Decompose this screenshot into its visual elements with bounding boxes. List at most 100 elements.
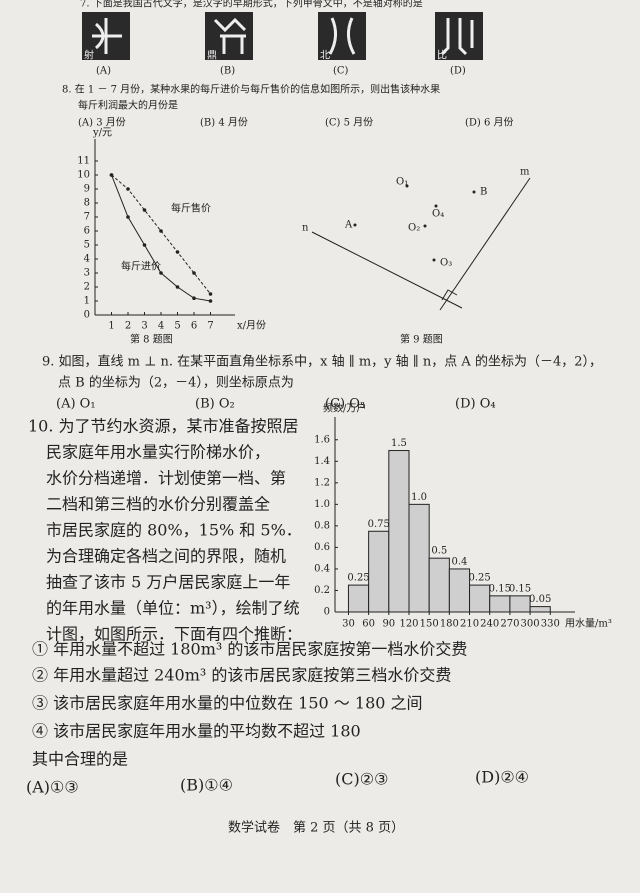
statement: ① 年用水量不超过 180m³ 的该市居民家庭按第一档水价交费	[32, 640, 467, 659]
value-label: 0.75	[368, 519, 390, 530]
y-tick-label: 1.4	[314, 456, 330, 467]
y-tick-label: 9	[84, 184, 90, 195]
point	[208, 299, 213, 303]
y-tick-label: 0.2	[314, 585, 330, 596]
x-tick-label: 5	[174, 321, 180, 332]
point-label: B	[480, 187, 487, 198]
point	[175, 285, 180, 289]
glyph-label: 射	[84, 50, 94, 62]
y-tick-label: 7	[84, 212, 90, 223]
q10-line: 的年用水量（单位：m³），绘制了统	[46, 599, 300, 618]
y-axis-label: y/元	[92, 128, 112, 139]
option: (D) O₄	[455, 397, 496, 412]
statement: ③ 该市居民家庭年用水量的中位数在 150 ～ 180 之间	[32, 694, 423, 713]
option: (D)	[450, 66, 466, 77]
y-axis-label: 频数/万户	[323, 402, 366, 415]
axis	[94, 139, 235, 316]
q9-line: 9. 如图，直线 m ⊥ n. 在某平面直角坐标系中，x 轴 ∥ m，y 轴 ∥…	[42, 354, 602, 370]
y-tick-label: 1.0	[314, 499, 330, 510]
x-tick-label: 270	[500, 619, 519, 630]
series-label: 每斤进价	[121, 260, 161, 273]
x-tick-label: 2	[125, 321, 131, 332]
line-label: m	[520, 167, 530, 178]
y-tick-label: 1.2	[314, 477, 330, 488]
statement: ④ 该市居民家庭年用水量的平均数不超过 180	[32, 722, 361, 741]
point	[142, 208, 147, 212]
x-tick-label: 30	[342, 619, 355, 630]
y-tick-label: 0	[84, 310, 90, 321]
axis	[334, 417, 575, 613]
footer: 数学试卷 第 2 页（共 8 页）	[228, 820, 404, 836]
point	[175, 250, 180, 254]
bar	[388, 450, 410, 613]
y-tick-label: 0.4	[314, 563, 330, 574]
x-tick-label: 330	[541, 619, 560, 630]
point	[159, 271, 163, 275]
bar	[347, 584, 370, 613]
value-label: 0.5	[431, 546, 447, 557]
glyph-label: 比	[437, 50, 447, 62]
caption: 第 9 题图	[400, 333, 443, 346]
point	[126, 215, 130, 219]
x-tick-label: 120	[399, 619, 418, 630]
line-label: n	[302, 223, 309, 234]
point-label: O₄	[432, 209, 444, 220]
q8-line: 8. 在 1 － 7 月份，某种水果的每斤进价与每斤售价的信息如图所示，则出售该…	[62, 83, 440, 96]
y-tick-label: 0.8	[314, 520, 330, 531]
q7-text: 7. 下面是我国古代文字，是汉字的早期形式，下列甲骨文中，不是轴对称的是	[80, 0, 423, 10]
statement: ② 年用水量超过 240m³ 的该市居民家庭按第三档水价交费	[32, 666, 451, 685]
x-tick-label: 1	[108, 321, 114, 332]
option: (A)	[96, 66, 111, 77]
y-tick-label: 2	[84, 282, 90, 293]
x-tick-label: 6	[191, 321, 197, 332]
value-label: 1.5	[391, 438, 407, 449]
point	[192, 271, 196, 275]
option: (B)①④	[180, 776, 233, 795]
x-tick-label: 150	[420, 619, 439, 630]
y-tick-label: 0	[324, 607, 330, 618]
option: (C) O₃	[325, 397, 365, 412]
prompt: 其中合理的是	[32, 750, 128, 769]
y-tick-label: 4	[84, 254, 90, 265]
bar	[428, 557, 450, 613]
bar	[489, 595, 511, 613]
glyph-label: 北	[320, 50, 330, 62]
option: (C) 5 月份	[325, 117, 373, 129]
point-label: O₃	[440, 258, 452, 269]
q10-line: 抽查了该市 5 万户居民家庭上一年	[46, 573, 290, 592]
point	[126, 187, 130, 191]
q9-figure	[311, 177, 531, 311]
y-tick-label: 3	[84, 268, 90, 279]
q10-line: 水价分档递增．计划使第一档、第	[46, 469, 286, 488]
x-tick-label: 60	[362, 619, 375, 630]
point	[109, 173, 114, 177]
value-label: 0.15	[509, 583, 531, 594]
option: (A) O₁	[56, 397, 96, 412]
point-label: O₁	[396, 177, 408, 188]
value-label: 0.05	[529, 594, 551, 605]
x-axis-label: 用水量/m³	[565, 618, 612, 630]
x-tick-label: 4	[158, 321, 164, 332]
x-tick-label: 210	[460, 619, 479, 630]
x-tick-label: 7	[207, 321, 213, 332]
point	[208, 292, 213, 296]
q10-line: 市居民家庭的 80%，15% 和 5%．	[46, 521, 302, 540]
x-tick-label: 300	[521, 619, 540, 630]
option: (B) O₂	[195, 397, 235, 412]
glyph-label: 鼎	[207, 50, 217, 62]
bar	[368, 530, 390, 613]
y-tick-label: 6	[84, 226, 90, 237]
series-label: 每斤售价	[171, 202, 211, 215]
point	[142, 243, 147, 247]
y-tick-label: 8	[84, 198, 90, 209]
bar	[529, 606, 551, 613]
bar	[469, 584, 491, 613]
point	[192, 296, 196, 301]
q10-chart: 0.250.751.51.00.50.40.250.150.150.0500.2…	[314, 402, 612, 630]
q10-line: 10. 为了节约水资源，某市准备按照居	[28, 417, 299, 436]
value-label: 0.25	[469, 573, 491, 584]
y-tick-label: 10	[77, 170, 90, 181]
q10-line: 二档和第三档的水价分别覆盖全	[46, 495, 270, 514]
